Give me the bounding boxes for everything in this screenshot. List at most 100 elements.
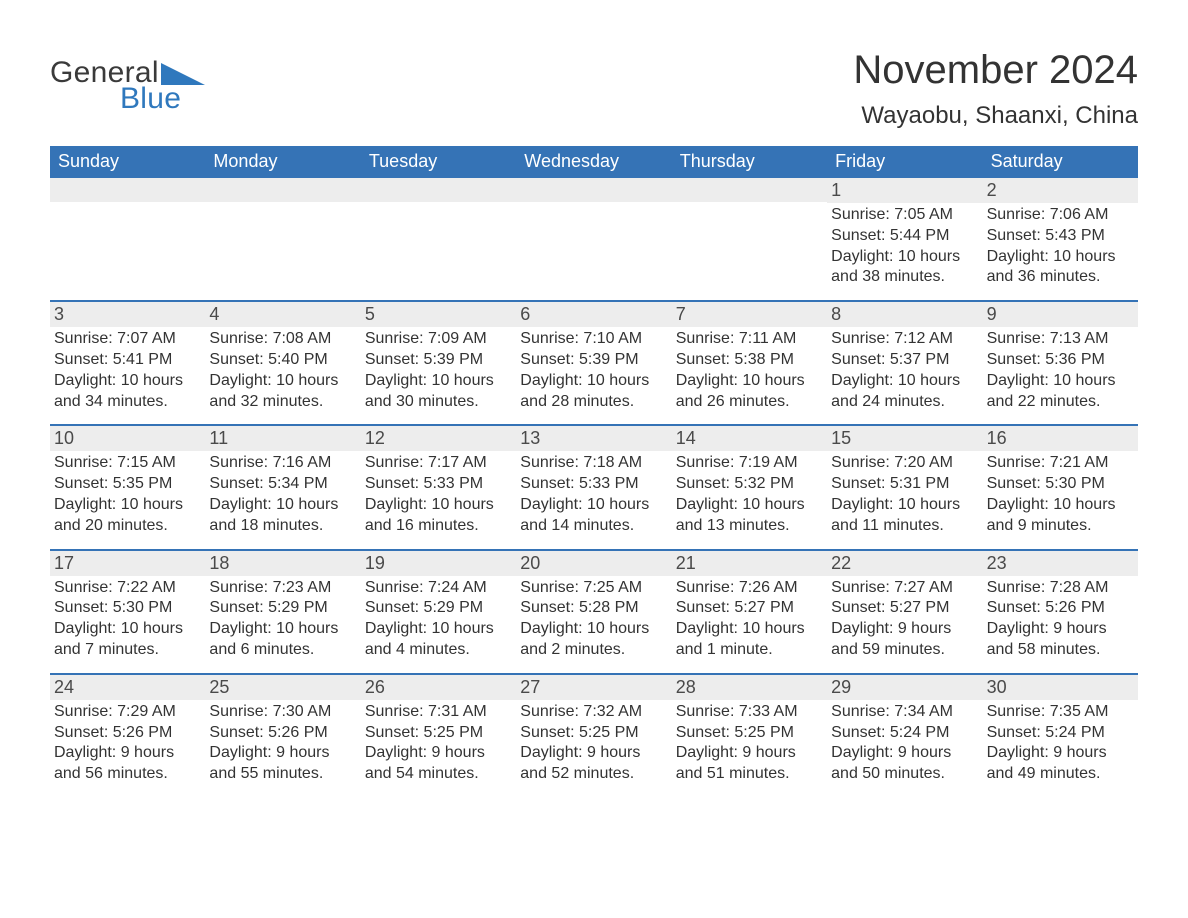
daylight-text: Daylight: 10 hours and 28 minutes. [520,371,667,413]
day-details: Sunrise: 7:23 AMSunset: 5:29 PMDaylight:… [205,576,360,673]
logo-word-blue: Blue [120,82,205,116]
daylight-text: Daylight: 9 hours and 58 minutes. [987,619,1134,661]
day-number: 10 [50,424,205,451]
calendar-cell: 5Sunrise: 7:09 AMSunset: 5:39 PMDaylight… [361,300,516,424]
day-number: 6 [516,300,671,327]
calendar-cell: 22Sunrise: 7:27 AMSunset: 5:27 PMDayligh… [827,549,982,673]
day-number: 26 [361,673,516,700]
sunset-text: Sunset: 5:31 PM [831,474,978,495]
sunset-text: Sunset: 5:25 PM [365,723,512,744]
day-details: Sunrise: 7:29 AMSunset: 5:26 PMDaylight:… [50,700,205,797]
day-details: Sunrise: 7:18 AMSunset: 5:33 PMDaylight:… [516,451,671,548]
sunrise-text: Sunrise: 7:07 AM [54,329,201,350]
sunrise-text: Sunrise: 7:29 AM [54,702,201,723]
page: General Blue November 2024 Wayaobu, Shaa… [0,0,1188,918]
daylight-text: Daylight: 10 hours and 16 minutes. [365,495,512,537]
daylight-text: Daylight: 10 hours and 2 minutes. [520,619,667,661]
sunset-text: Sunset: 5:35 PM [54,474,201,495]
day-number: 20 [516,549,671,576]
day-number: 15 [827,424,982,451]
daylight-text: Daylight: 9 hours and 59 minutes. [831,619,978,661]
empty-day-bar [50,178,205,202]
daylight-text: Daylight: 10 hours and 4 minutes. [365,619,512,661]
day-number: 24 [50,673,205,700]
sunset-text: Sunset: 5:29 PM [365,598,512,619]
calendar-cell: 6Sunrise: 7:10 AMSunset: 5:39 PMDaylight… [516,300,671,424]
day-number: 18 [205,549,360,576]
sunset-text: Sunset: 5:27 PM [676,598,823,619]
sunrise-text: Sunrise: 7:26 AM [676,578,823,599]
empty-day-bar [672,178,827,202]
sunset-text: Sunset: 5:44 PM [831,226,978,247]
calendar-cell: 25Sunrise: 7:30 AMSunset: 5:26 PMDayligh… [205,673,360,797]
sunset-text: Sunset: 5:32 PM [676,474,823,495]
sunrise-text: Sunrise: 7:08 AM [209,329,356,350]
day-details: Sunrise: 7:08 AMSunset: 5:40 PMDaylight:… [205,327,360,424]
calendar-week: 1Sunrise: 7:05 AMSunset: 5:44 PMDaylight… [50,178,1138,300]
day-number: 19 [361,549,516,576]
day-number: 12 [361,424,516,451]
calendar-cell: 19Sunrise: 7:24 AMSunset: 5:29 PMDayligh… [361,549,516,673]
calendar-cell: 20Sunrise: 7:25 AMSunset: 5:28 PMDayligh… [516,549,671,673]
sunset-text: Sunset: 5:25 PM [520,723,667,744]
sunrise-text: Sunrise: 7:15 AM [54,453,201,474]
sunrise-text: Sunrise: 7:13 AM [987,329,1134,350]
daylight-text: Daylight: 9 hours and 51 minutes. [676,743,823,785]
day-details: Sunrise: 7:10 AMSunset: 5:39 PMDaylight:… [516,327,671,424]
daylight-text: Daylight: 10 hours and 34 minutes. [54,371,201,413]
sunset-text: Sunset: 5:26 PM [54,723,201,744]
sunset-text: Sunset: 5:40 PM [209,350,356,371]
day-number: 7 [672,300,827,327]
day-details: Sunrise: 7:33 AMSunset: 5:25 PMDaylight:… [672,700,827,797]
sunrise-text: Sunrise: 7:22 AM [54,578,201,599]
calendar-cell: 9Sunrise: 7:13 AMSunset: 5:36 PMDaylight… [983,300,1138,424]
day-number: 9 [983,300,1138,327]
calendar-cell [672,178,827,300]
sunrise-text: Sunrise: 7:06 AM [987,205,1134,226]
logo: General Blue [50,48,205,116]
day-details: Sunrise: 7:30 AMSunset: 5:26 PMDaylight:… [205,700,360,797]
day-details: Sunrise: 7:05 AMSunset: 5:44 PMDaylight:… [827,203,982,300]
calendar-cell: 7Sunrise: 7:11 AMSunset: 5:38 PMDaylight… [672,300,827,424]
day-details: Sunrise: 7:11 AMSunset: 5:38 PMDaylight:… [672,327,827,424]
day-number: 2 [983,178,1138,203]
sunset-text: Sunset: 5:28 PM [520,598,667,619]
day-number: 21 [672,549,827,576]
weeks-container: 1Sunrise: 7:05 AMSunset: 5:44 PMDaylight… [50,178,1138,797]
sunset-text: Sunset: 5:26 PM [209,723,356,744]
daylight-text: Daylight: 10 hours and 13 minutes. [676,495,823,537]
day-number: 29 [827,673,982,700]
dow-monday: Monday [205,146,360,178]
day-details: Sunrise: 7:12 AMSunset: 5:37 PMDaylight:… [827,327,982,424]
calendar-cell [50,178,205,300]
dow-friday: Friday [827,146,982,178]
daylight-text: Daylight: 10 hours and 7 minutes. [54,619,201,661]
sunset-text: Sunset: 5:29 PM [209,598,356,619]
sunset-text: Sunset: 5:39 PM [520,350,667,371]
calendar-cell: 2Sunrise: 7:06 AMSunset: 5:43 PMDaylight… [983,178,1138,300]
day-details: Sunrise: 7:16 AMSunset: 5:34 PMDaylight:… [205,451,360,548]
sunrise-text: Sunrise: 7:10 AM [520,329,667,350]
calendar-cell: 16Sunrise: 7:21 AMSunset: 5:30 PMDayligh… [983,424,1138,548]
sunrise-text: Sunrise: 7:30 AM [209,702,356,723]
day-details: Sunrise: 7:19 AMSunset: 5:32 PMDaylight:… [672,451,827,548]
day-number: 1 [827,178,982,203]
daylight-text: Daylight: 10 hours and 20 minutes. [54,495,201,537]
day-number: 4 [205,300,360,327]
sunset-text: Sunset: 5:33 PM [365,474,512,495]
sunset-text: Sunset: 5:33 PM [520,474,667,495]
calendar-week: 24Sunrise: 7:29 AMSunset: 5:26 PMDayligh… [50,673,1138,797]
sunset-text: Sunset: 5:26 PM [987,598,1134,619]
day-number: 28 [672,673,827,700]
day-of-week-header: Sunday Monday Tuesday Wednesday Thursday… [50,146,1138,178]
sunset-text: Sunset: 5:30 PM [987,474,1134,495]
calendar-cell: 3Sunrise: 7:07 AMSunset: 5:41 PMDaylight… [50,300,205,424]
daylight-text: Daylight: 10 hours and 9 minutes. [987,495,1134,537]
day-details: Sunrise: 7:06 AMSunset: 5:43 PMDaylight:… [983,203,1138,300]
daylight-text: Daylight: 9 hours and 52 minutes. [520,743,667,785]
sunrise-text: Sunrise: 7:31 AM [365,702,512,723]
sunrise-text: Sunrise: 7:33 AM [676,702,823,723]
day-number: 11 [205,424,360,451]
daylight-text: Daylight: 10 hours and 32 minutes. [209,371,356,413]
calendar-cell: 18Sunrise: 7:23 AMSunset: 5:29 PMDayligh… [205,549,360,673]
